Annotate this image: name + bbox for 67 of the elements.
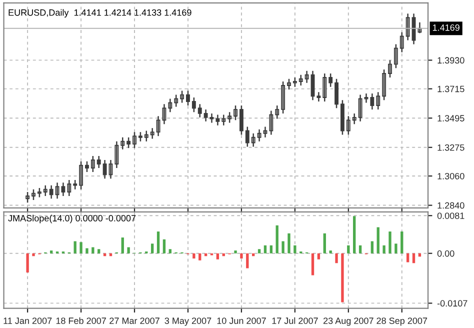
bar bbox=[80, 242, 82, 254]
bar bbox=[317, 253, 320, 260]
y-tick-label: 0.00 bbox=[437, 250, 454, 257]
bar bbox=[370, 241, 374, 254]
bar bbox=[323, 233, 326, 254]
x-tick-label: 17 Jul 2007 bbox=[272, 317, 318, 324]
bar bbox=[74, 241, 76, 254]
x-tick-label: 10 Jun 2007 bbox=[217, 318, 266, 324]
x-tick-label: 3 May 2007 bbox=[164, 318, 212, 326]
bar bbox=[335, 253, 338, 264]
y-tick-label: -0.0107 bbox=[437, 300, 468, 307]
bar bbox=[264, 245, 267, 254]
bar bbox=[341, 253, 344, 302]
bar bbox=[282, 241, 284, 254]
x-tick-label: 18 Feb 2007 bbox=[56, 317, 106, 324]
bar bbox=[388, 231, 392, 254]
bar bbox=[26, 253, 29, 272]
x-tick-label: 27 Mar 2007 bbox=[110, 318, 160, 324]
bar bbox=[258, 249, 261, 254]
y-tick-label: 1.3495 bbox=[438, 115, 464, 122]
x-tick-label: 11 Jan 2007 bbox=[4, 318, 52, 324]
candlestick bbox=[292, 76, 297, 88]
bar bbox=[162, 239, 166, 254]
bar bbox=[376, 227, 380, 254]
bar bbox=[150, 244, 154, 254]
bar bbox=[121, 238, 124, 254]
bar bbox=[168, 249, 172, 254]
bar bbox=[400, 231, 404, 254]
bar bbox=[98, 249, 100, 254]
bar bbox=[86, 248, 88, 254]
bar bbox=[92, 247, 94, 254]
bar bbox=[156, 231, 160, 254]
y-tick-label: 1.3930 bbox=[438, 57, 464, 64]
bar bbox=[127, 247, 130, 254]
bar bbox=[294, 245, 296, 254]
x-tick-label: 28 Sep 2007 bbox=[376, 318, 428, 326]
bar bbox=[288, 233, 290, 254]
bar bbox=[270, 245, 272, 254]
chart-title: JMASlope(14.0) 0.0000 -0.0007 bbox=[8, 214, 136, 224]
y-tick-label: 0.0081 bbox=[437, 212, 464, 219]
candlestick bbox=[73, 179, 78, 190]
bar bbox=[358, 245, 362, 254]
bar bbox=[353, 216, 356, 254]
bar bbox=[347, 245, 350, 254]
bar bbox=[412, 253, 416, 264]
bar bbox=[382, 245, 386, 254]
bar bbox=[50, 250, 53, 254]
ref-line-label: 1.4169 bbox=[432, 24, 460, 31]
bar bbox=[32, 253, 35, 256]
bar bbox=[276, 225, 278, 254]
bar bbox=[246, 253, 249, 268]
text: EURUSD,Daily 1.4141 1.4214 1.4133 1.4169 bbox=[8, 9, 192, 18]
y-tick-label: 1.3715 bbox=[438, 86, 464, 92]
bar bbox=[216, 253, 220, 260]
bar bbox=[198, 253, 202, 260]
bar bbox=[329, 250, 332, 254]
y-tick-label: 1.3060 bbox=[438, 172, 464, 180]
y-tick-label: 1.3275 bbox=[438, 144, 464, 151]
candlestick bbox=[138, 131, 142, 142]
candlestick bbox=[37, 187, 42, 198]
bar bbox=[311, 253, 314, 276]
bar bbox=[234, 250, 237, 254]
x-tick-label: 23 Aug 2007 bbox=[324, 318, 374, 326]
bar bbox=[192, 253, 196, 258]
bar bbox=[394, 244, 398, 254]
y-tick-label: 1.2840 bbox=[438, 202, 464, 209]
bar bbox=[240, 253, 243, 258]
